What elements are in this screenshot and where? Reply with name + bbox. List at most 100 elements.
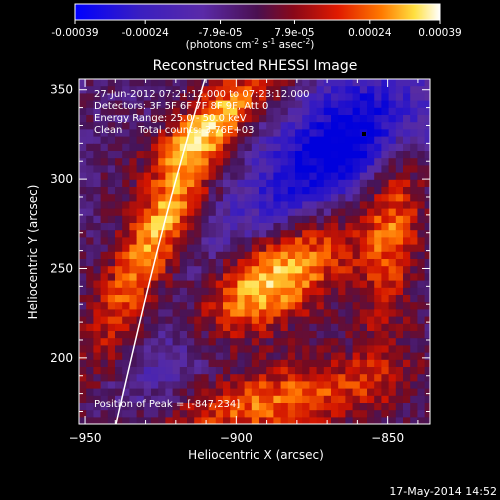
- heatmap-cell: [194, 287, 202, 296]
- heatmap-cell: [316, 86, 325, 94]
- heatmap-cell: [352, 323, 361, 332]
- colorbar-tick-label: 7.9e-05: [274, 27, 314, 39]
- heatmap-cell: [359, 273, 368, 281]
- heatmap-cell: [352, 79, 361, 87]
- heatmap-cell: [122, 179, 130, 188]
- x-tick-label: −900: [220, 431, 253, 445]
- heatmap-cell: [86, 244, 94, 253]
- heatmap-cell: [244, 223, 253, 231]
- heatmap-cell: [115, 345, 123, 353]
- heatmap-cell: [309, 129, 317, 137]
- heatmap-cell: [244, 295, 253, 303]
- heatmap-cell: [115, 374, 123, 382]
- heatmap-cell: [345, 259, 353, 267]
- heatmap-cell: [266, 143, 274, 152]
- heatmap-cell: [280, 309, 289, 317]
- heatmap-cell: [194, 165, 202, 173]
- heatmap-cell: [331, 367, 339, 375]
- heatmap-cell: [115, 208, 123, 217]
- heatmap-cell: [273, 237, 281, 245]
- heatmap-cell: [374, 179, 382, 188]
- heatmap-cell: [410, 280, 418, 289]
- heatmap-cell: [230, 309, 238, 317]
- heatmap-cell: [237, 194, 245, 202]
- heatmap-cell: [287, 323, 296, 332]
- heatmap-cell: [424, 388, 430, 397]
- heatmap-cell: [158, 367, 166, 375]
- heatmap-cell: [424, 129, 430, 137]
- heatmap-cell: [295, 410, 303, 418]
- heatmap-cell: [223, 107, 231, 116]
- heatmap-cell: [410, 79, 418, 87]
- heatmap-cell: [194, 266, 202, 274]
- heatmap-cell: [143, 187, 152, 195]
- heatmap-cell: [266, 352, 274, 361]
- heatmap-cell: [215, 251, 224, 260]
- heatmap-cell: [158, 331, 166, 339]
- heatmap-cell: [352, 331, 361, 339]
- heatmap-cell: [295, 309, 303, 317]
- heatmap-cell: [208, 237, 217, 245]
- heatmap-cell: [122, 331, 130, 339]
- heatmap-cell: [266, 230, 274, 238]
- heatmap-cell: [403, 79, 411, 87]
- heatmap-cell: [367, 129, 375, 137]
- heatmap-cell: [237, 331, 245, 339]
- heatmap-cell: [201, 273, 209, 281]
- heatmap-cell: [129, 395, 137, 404]
- heatmap-cell: [93, 143, 101, 152]
- heatmap-cell: [86, 395, 94, 404]
- heatmap-cell: [100, 151, 109, 159]
- heatmap-cell: [338, 417, 346, 424]
- heatmap-cell: [295, 107, 303, 116]
- heatmap-cell: [107, 395, 116, 404]
- heatmap-cell: [295, 323, 303, 332]
- heatmap-cell: [287, 338, 296, 346]
- heatmap-cell: [201, 208, 209, 217]
- heatmap-cell: [338, 266, 346, 274]
- heatmap-cell: [359, 302, 368, 310]
- heatmap-cell: [359, 367, 368, 375]
- heatmap-cell: [381, 395, 389, 404]
- heatmap-cell: [316, 352, 325, 361]
- heatmap-cell: [359, 338, 368, 346]
- heatmap-cell: [302, 223, 310, 231]
- heatmap-cell: [165, 280, 173, 289]
- heatmap-cell: [309, 295, 317, 303]
- heatmap-cell: [122, 345, 130, 353]
- heatmap-cell: [323, 316, 332, 325]
- heatmap-cell: [302, 266, 310, 274]
- heatmap-cell: [179, 165, 188, 173]
- heatmap-cell: [302, 259, 310, 267]
- heatmap-cell: [302, 165, 310, 173]
- heatmap-cell: [237, 251, 245, 260]
- heatmap-cell: [187, 403, 195, 411]
- heatmap-cell: [122, 143, 130, 152]
- heatmap-cell: [259, 136, 267, 145]
- heatmap-cell: [136, 309, 145, 317]
- heatmap-cell: [345, 338, 353, 346]
- heatmap-cell: [151, 223, 159, 231]
- heatmap-cell: [273, 187, 281, 195]
- heatmap-cell: [381, 201, 389, 209]
- heatmap-cell: [273, 395, 281, 404]
- heatmap-cell: [359, 172, 368, 181]
- heatmap-cell: [107, 309, 116, 317]
- heatmap-cell: [345, 194, 353, 202]
- heatmap-cell: [403, 107, 411, 116]
- heatmap-cell: [323, 172, 332, 181]
- heatmap-cell: [107, 367, 116, 375]
- heatmap-cell: [172, 158, 181, 166]
- heatmap-cell: [79, 359, 87, 368]
- heatmap-cell: [424, 259, 430, 267]
- heatmap-cell: [208, 107, 217, 116]
- heatmap-cell: [273, 129, 281, 137]
- heatmap-cell: [367, 259, 375, 267]
- heatmap-cell: [129, 86, 137, 94]
- heatmap-cell: [273, 295, 281, 303]
- heatmap-cell: [129, 323, 137, 332]
- heatmap-cell: [136, 93, 145, 101]
- heatmap-cell: [302, 100, 310, 109]
- heatmap-cell: [93, 158, 101, 166]
- heatmap-cell: [359, 179, 368, 188]
